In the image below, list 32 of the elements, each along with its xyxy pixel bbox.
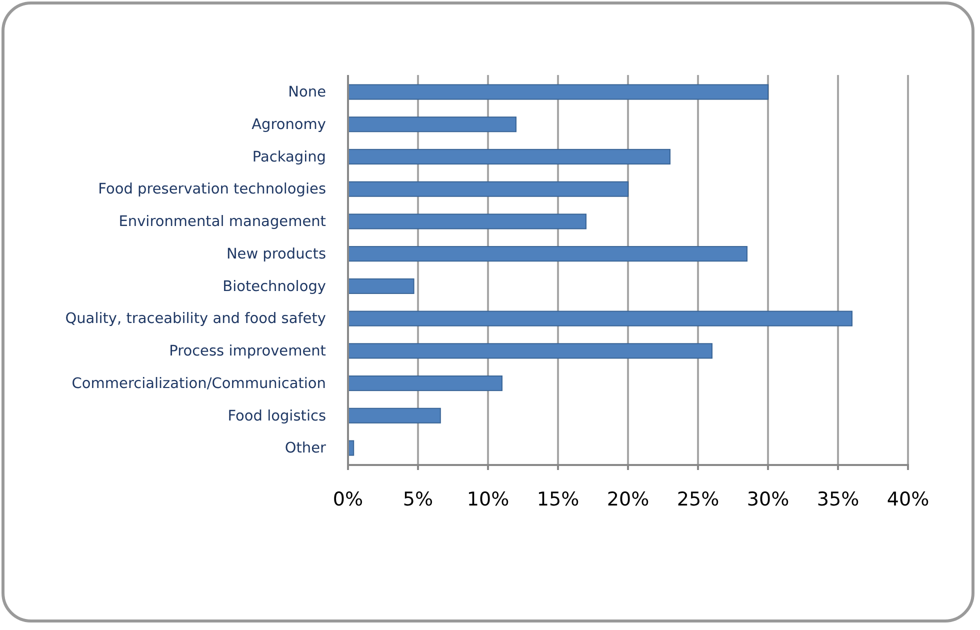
x-tick-label: 25% (676, 488, 720, 510)
bar (348, 214, 586, 230)
x-tick-label: 30% (746, 488, 790, 510)
bar (348, 408, 441, 424)
y-tick-label: New products (226, 246, 326, 262)
x-tick-label: 5% (402, 488, 434, 510)
bar (348, 181, 628, 197)
x-tick-label: 10% (466, 488, 510, 510)
bar (348, 116, 516, 132)
y-tick-label: Process improvement (169, 344, 326, 360)
bar (348, 84, 768, 100)
y-tick-label: Environmental management (118, 214, 326, 230)
x-tick-label: 40% (886, 488, 930, 510)
x-tick-label: 0% (332, 488, 364, 510)
y-tick-label: None (288, 84, 326, 101)
y-tick-label: Other (284, 440, 326, 457)
bar (348, 246, 748, 262)
bar (348, 278, 414, 294)
y-tick-label: Agronomy (252, 116, 326, 133)
x-tick-label: 35% (816, 488, 860, 510)
x-tick-label: 15% (536, 488, 580, 510)
y-tick-label: Quality, traceability and food safety (65, 311, 326, 328)
bar (348, 310, 852, 326)
bar (348, 375, 502, 392)
x-tick-label: 20% (606, 488, 650, 510)
bar (348, 343, 712, 359)
bar (348, 148, 670, 165)
y-tick-label: Food logistics (228, 408, 326, 424)
y-tick-label: Packaging (252, 149, 326, 166)
y-tick-label: Food preservation technologies (98, 182, 326, 198)
y-tick-label: Commercialization/Communication (72, 376, 326, 392)
y-tick-label: Biotechnology (222, 278, 326, 295)
